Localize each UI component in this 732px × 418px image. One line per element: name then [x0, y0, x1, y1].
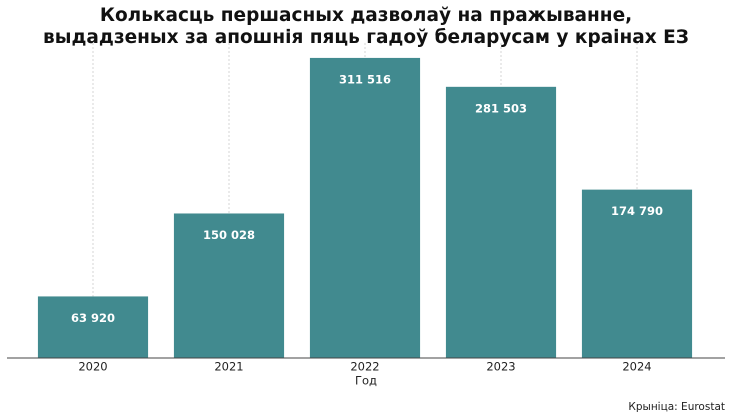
value-label: 174 790	[611, 204, 663, 218]
bar	[37, 296, 149, 358]
source-note: Крыніца: Eurostat	[628, 401, 725, 413]
bar	[173, 213, 285, 358]
x-tick-label: 2024	[622, 360, 651, 374]
bar	[445, 86, 557, 358]
chart-title: Колькасць першасных дазволаў на пражыван…	[100, 5, 632, 26]
x-tick-label: 2022	[350, 360, 379, 374]
bar	[581, 189, 693, 358]
value-label: 311 516	[339, 72, 391, 86]
x-tick-label: 2021	[214, 360, 243, 374]
x-tick-label: 2020	[78, 360, 107, 374]
value-label: 150 028	[203, 228, 255, 242]
chart-title: выдадзеных за апошнія пяць гадоў беларус…	[43, 27, 689, 48]
value-label: 63 920	[71, 311, 115, 325]
x-tick-label: 2023	[486, 360, 515, 374]
bar	[309, 57, 421, 359]
value-label: 281 503	[475, 101, 527, 115]
x-axis-label: Год	[355, 374, 377, 388]
